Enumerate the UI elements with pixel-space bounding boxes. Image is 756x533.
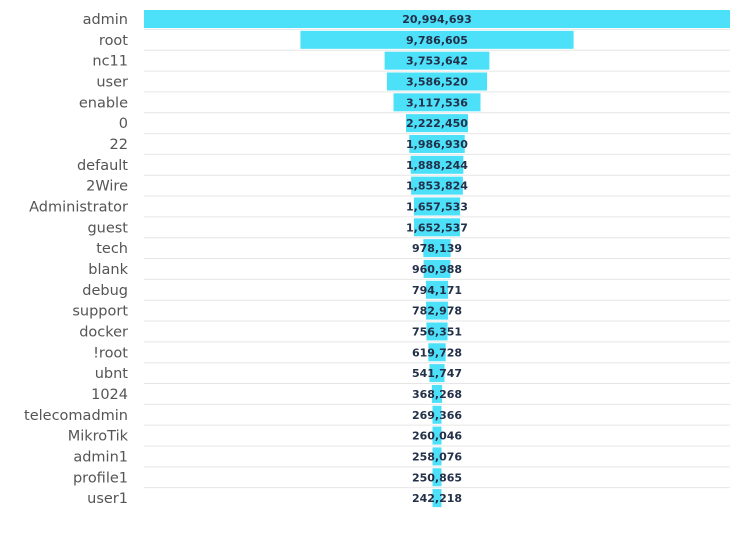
category-label: docker — [79, 324, 128, 340]
data-label: 269,366 — [412, 409, 462, 422]
funnel-bar — [409, 134, 465, 153]
funnel-bar — [386, 72, 488, 91]
category-label: enable — [79, 95, 128, 111]
funnel-bar — [431, 384, 443, 403]
funnel-bar — [432, 405, 442, 424]
funnel-bar — [405, 114, 469, 133]
funnel-bar — [413, 218, 461, 237]
data-label: 756,351 — [412, 325, 462, 338]
category-label: user1 — [87, 491, 128, 507]
funnel-bar — [410, 155, 464, 174]
category-label: admin — [83, 12, 128, 28]
data-label: 1,986,930 — [406, 138, 468, 151]
funnel-bar — [425, 280, 449, 299]
funnel-bar — [144, 10, 730, 28]
category-label: profile1 — [73, 470, 128, 486]
funnel-bar — [426, 322, 448, 341]
data-label: 1,657,533 — [406, 200, 468, 213]
funnel-bar — [426, 301, 448, 320]
funnel-bar — [432, 489, 442, 508]
data-label: 3,753,642 — [406, 55, 468, 68]
category-label: telecomadmin — [24, 408, 128, 424]
funnel-bar — [411, 176, 463, 195]
data-label: 960,988 — [412, 263, 462, 276]
category-label: root — [99, 33, 128, 49]
category-label: support — [72, 304, 128, 320]
data-label: 3,586,520 — [406, 75, 468, 88]
data-label: 9,786,605 — [406, 34, 468, 47]
data-label: 541,747 — [412, 367, 462, 380]
category-label: ubnt — [95, 366, 129, 382]
category-label: Administrator — [29, 199, 128, 215]
category-label: admin1 — [73, 449, 128, 465]
funnel-bar — [300, 30, 574, 49]
category-label: guest — [87, 220, 128, 236]
data-label: 782,978 — [412, 305, 462, 318]
funnel-bar — [423, 259, 451, 278]
data-label: 978,139 — [412, 242, 462, 255]
funnel-bar — [429, 364, 445, 383]
funnel-bar — [413, 197, 461, 216]
category-label: MikroTik — [68, 429, 129, 445]
data-label: 20,994,693 — [402, 13, 472, 26]
data-label: 250,865 — [412, 471, 462, 484]
funnel-bar — [428, 343, 446, 362]
data-label: 619,728 — [412, 346, 462, 359]
funnel-bar — [432, 468, 442, 487]
data-label: 260,046 — [412, 430, 462, 443]
data-label: 368,268 — [412, 388, 462, 401]
category-label: nc11 — [92, 54, 128, 70]
data-label: 258,076 — [412, 450, 462, 463]
category-label: 2Wire — [86, 179, 128, 195]
category-label: debug — [82, 283, 128, 299]
funnel-bar — [432, 426, 442, 445]
category-label: 22 — [110, 137, 128, 153]
data-label: 1,888,244 — [406, 159, 468, 172]
data-label: 3,117,536 — [406, 96, 468, 109]
data-label: 242,218 — [412, 492, 462, 505]
data-label: 2,222,450 — [406, 117, 468, 130]
funnel-bar — [384, 51, 490, 70]
data-label: 1,853,824 — [406, 180, 468, 193]
funnel-bar — [423, 239, 451, 258]
category-label: 0 — [119, 116, 128, 132]
category-label: user — [96, 74, 128, 90]
funnel-bar — [393, 93, 481, 112]
category-label: blank — [88, 262, 128, 278]
data-label: 794,171 — [412, 284, 462, 297]
category-label: !root — [93, 345, 128, 361]
funnel-bar — [432, 447, 442, 466]
category-label: default — [77, 158, 128, 174]
data-label: 1,652,537 — [406, 221, 468, 234]
category-label: 1024 — [91, 387, 128, 403]
category-label: tech — [96, 241, 128, 257]
